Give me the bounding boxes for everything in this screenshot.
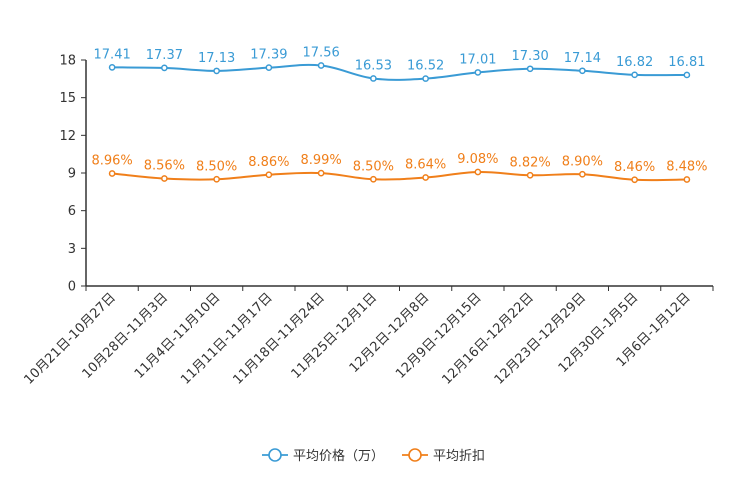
data-point <box>631 71 638 79</box>
series-line-2 <box>112 170 687 182</box>
legend-marker <box>268 448 282 462</box>
data-point <box>265 171 273 179</box>
legend-item-1[interactable]: 平均价格（万） <box>262 448 384 464</box>
data-label: 16.81 <box>668 55 705 70</box>
data-label: 8.82% <box>509 155 550 170</box>
data-point <box>317 169 325 177</box>
data-point <box>474 168 482 176</box>
x-category-label: 11月11日-11月17日 <box>178 290 275 387</box>
series-layer <box>108 62 691 184</box>
data-point <box>683 71 691 79</box>
data-point <box>161 175 168 182</box>
data-point <box>108 170 116 177</box>
data-label: 17.14 <box>564 51 601 66</box>
data-point <box>370 75 377 82</box>
data-point <box>213 67 220 75</box>
data-label: 17.39 <box>250 48 287 63</box>
data-point <box>474 69 482 76</box>
data-labels: 17.41 17.37 17.13 17.39 17.56 16.53 16.52 17.01… <box>91 46 707 175</box>
data-label: 8.50% <box>196 159 237 174</box>
legend-label: 平均折扣 <box>433 449 485 464</box>
data-point <box>317 62 325 69</box>
data-label: 8.50% <box>353 159 394 174</box>
y-tick-label: 3 <box>68 242 76 257</box>
data-label: 17.56 <box>303 46 340 61</box>
y-tick-label: 18 <box>59 54 76 69</box>
data-label: 17.41 <box>94 47 131 62</box>
x-category-label: 11月18日-11月24日 <box>230 290 327 387</box>
data-point <box>370 175 377 183</box>
data-point <box>683 176 691 183</box>
data-point <box>213 175 220 183</box>
y-tick-label: 12 <box>59 129 76 144</box>
data-point <box>631 176 638 184</box>
data-label: 17.37 <box>146 48 183 63</box>
data-point <box>526 171 534 179</box>
data-label: 8.48% <box>666 160 707 175</box>
data-point <box>161 64 168 72</box>
data-point <box>108 64 116 71</box>
data-label: 8.64% <box>405 158 446 173</box>
x-category-label: 10月21日-10月27日 <box>21 290 118 387</box>
series-line-1 <box>112 63 687 81</box>
legend[interactable]: 平均价格（万） 平均折扣 <box>262 448 485 464</box>
data-point <box>526 65 534 73</box>
data-label: 8.56% <box>144 159 185 174</box>
legend-label: 平均价格（万） <box>293 448 384 464</box>
x-category-label: 12月23日-12月29日 <box>492 290 589 387</box>
data-label: 16.52 <box>407 59 444 74</box>
data-label: 16.82 <box>616 55 653 70</box>
data-label: 8.99% <box>300 153 341 168</box>
data-label: 17.30 <box>512 49 549 64</box>
y-tick-label: 15 <box>59 91 76 106</box>
data-point <box>579 170 586 178</box>
axes: 036912151810月21日-10月27日10月28日-11月3日11月4日… <box>21 54 714 388</box>
data-label: 8.90% <box>562 154 603 169</box>
data-label: 8.96% <box>91 154 132 169</box>
legend-marker <box>408 448 422 462</box>
data-label: 8.46% <box>614 160 655 175</box>
data-label: 8.86% <box>248 155 289 170</box>
y-tick-label: 0 <box>68 280 76 295</box>
data-label: 17.13 <box>198 51 235 66</box>
data-label: 16.53 <box>355 58 392 73</box>
data-label: 17.01 <box>459 52 496 67</box>
data-label: 9.08% <box>457 152 498 167</box>
data-point <box>422 174 429 181</box>
x-category-label: 12月16日-12月22日 <box>439 290 536 387</box>
data-point <box>265 64 273 72</box>
data-point <box>422 75 429 82</box>
legend-item-2[interactable]: 平均折扣 <box>402 448 485 464</box>
data-point <box>579 67 586 75</box>
y-tick-label: 6 <box>68 204 76 219</box>
y-tick-label: 9 <box>68 167 76 182</box>
